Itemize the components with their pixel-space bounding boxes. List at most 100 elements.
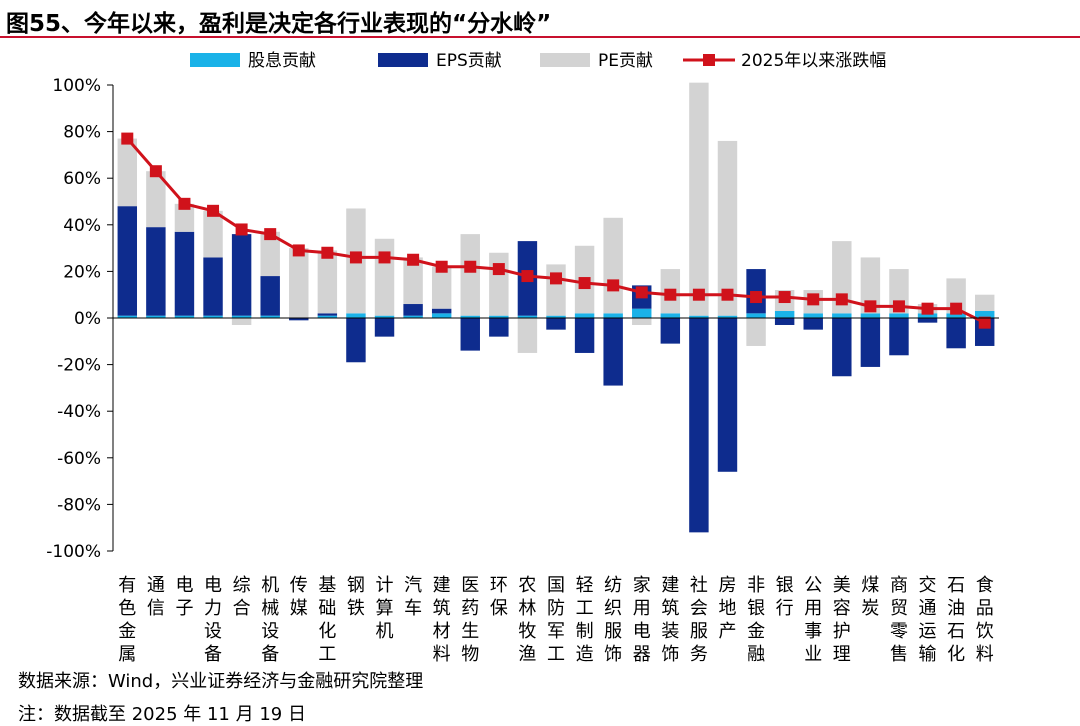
dividend-bar: [146, 315, 166, 318]
pe-bar: [632, 318, 652, 325]
ytd-return-marker: [349, 251, 362, 264]
ytd-return-marker: [664, 288, 677, 301]
eps-bar: [260, 276, 280, 316]
category-char: 信: [147, 598, 165, 619]
y-tick-label: 40%: [63, 216, 101, 236]
category-label: 建筑装饰: [661, 575, 679, 665]
ytd-return-marker: [264, 228, 277, 241]
category-char: 美: [833, 575, 851, 596]
category-char: 装: [661, 621, 679, 642]
legend-label: 2025年以来涨跌幅: [741, 51, 886, 71]
category-label: 通信: [147, 575, 165, 619]
dividend-bar: [460, 315, 480, 318]
category-char: 行: [776, 598, 794, 619]
category-char: 纺: [604, 575, 622, 596]
category-label: 社会服务: [690, 575, 708, 665]
category-char: 通: [919, 598, 937, 619]
category-char: 合: [233, 598, 251, 619]
category-label: 汽车: [404, 575, 422, 619]
x-axis: 有色金属通信电子电力设备综合机械设备传媒基础化工钢铁计算机汽车建筑材料医药生物环…: [113, 317, 999, 665]
category-label: 计算机: [376, 575, 394, 642]
pe-bar: [431, 266, 452, 309]
category-char: 造: [576, 644, 594, 665]
ytd-return-marker: [235, 223, 248, 236]
category-label: 煤炭: [861, 575, 879, 619]
category-char: 运: [919, 621, 937, 642]
data-source-note: 数据来源：Wind，兴业证券经济与金融研究院整理: [18, 671, 424, 692]
eps-bar: [346, 318, 366, 363]
ytd-return-marker: [864, 300, 877, 313]
category-char: 媒: [290, 598, 308, 619]
ytd-return-marker: [950, 302, 963, 315]
category-char: 煤: [861, 575, 879, 596]
ytd-return-marker: [521, 270, 534, 283]
eps-bar: [374, 318, 395, 337]
category-char: 贸: [890, 598, 908, 619]
category-char: 务: [690, 644, 708, 665]
dividend-bar: [689, 315, 709, 318]
category-char: 家: [633, 575, 651, 596]
category-char: 力: [204, 598, 222, 619]
title-rule: [0, 36, 1080, 38]
figure-title: 图55、今年以来，盈利是决定各行业表现的“分水岭”: [6, 11, 552, 37]
pe-bar: [117, 138, 138, 207]
category-char: 饰: [661, 644, 679, 665]
y-tick-label: -40%: [57, 402, 101, 422]
pe-bar: [403, 257, 423, 305]
pe-bar: [717, 140, 738, 316]
ytd-return-marker: [978, 316, 991, 329]
pe-bar: [517, 318, 538, 353]
ytd-return-marker: [778, 291, 791, 304]
eps-bar: [689, 318, 709, 533]
ytd-return-marker: [750, 291, 763, 304]
category-char: 生: [461, 621, 479, 642]
category-char: 础: [318, 598, 336, 619]
y-tick-label: 60%: [63, 169, 101, 189]
category-char: 环: [490, 575, 508, 596]
dividend-bar: [946, 313, 966, 318]
legend-label: PE贡献: [598, 51, 653, 71]
eps-bar: [203, 257, 223, 316]
ytd-return-marker: [892, 300, 905, 313]
category-char: 防: [547, 598, 565, 619]
category-char: 传: [290, 575, 308, 596]
legend-label: EPS贡献: [436, 51, 502, 71]
category-char: 汽: [404, 575, 422, 596]
category-char: 子: [175, 598, 193, 619]
category-char: 交: [919, 575, 937, 596]
category-char: 计: [376, 575, 394, 596]
category-label: 电力设备: [204, 575, 222, 665]
pe-bar: [603, 217, 623, 314]
category-char: 化: [947, 644, 965, 665]
dividend-bar: [889, 313, 909, 318]
ytd-return-marker: [921, 302, 934, 315]
category-char: 公: [804, 575, 822, 596]
ytd-return-marker: [464, 260, 477, 273]
pe-bar: [174, 203, 195, 232]
category-char: 保: [490, 598, 508, 619]
category-char: 输: [919, 644, 937, 665]
category-char: 理: [833, 644, 851, 665]
eps-bar: [774, 318, 795, 325]
category-label: 交通运输: [919, 575, 937, 665]
legend-swatch: [540, 53, 590, 67]
category-char: 制: [576, 621, 594, 642]
dividend-bar: [632, 308, 652, 318]
eps-bar: [660, 318, 681, 344]
dividend-bar: [374, 315, 395, 318]
dividend-bar: [746, 313, 766, 318]
dividend-bar: [346, 313, 366, 318]
category-char: 渔: [518, 644, 536, 665]
pe-bar: [231, 318, 252, 325]
category-char: 炭: [861, 598, 879, 619]
category-char: 融: [747, 644, 765, 665]
chart-legend: 股息贡献 EPS贡献 PE贡献 2025年以来涨跌幅: [190, 51, 886, 71]
category-char: 食: [976, 575, 994, 596]
ytd-return-marker: [149, 165, 162, 178]
category-char: 有: [118, 575, 136, 596]
category-label: 钢铁: [347, 575, 365, 619]
dividend-bar: [403, 315, 423, 318]
category-char: 农: [518, 575, 536, 596]
dividend-bar: [317, 315, 338, 318]
pe-bar: [317, 250, 338, 314]
